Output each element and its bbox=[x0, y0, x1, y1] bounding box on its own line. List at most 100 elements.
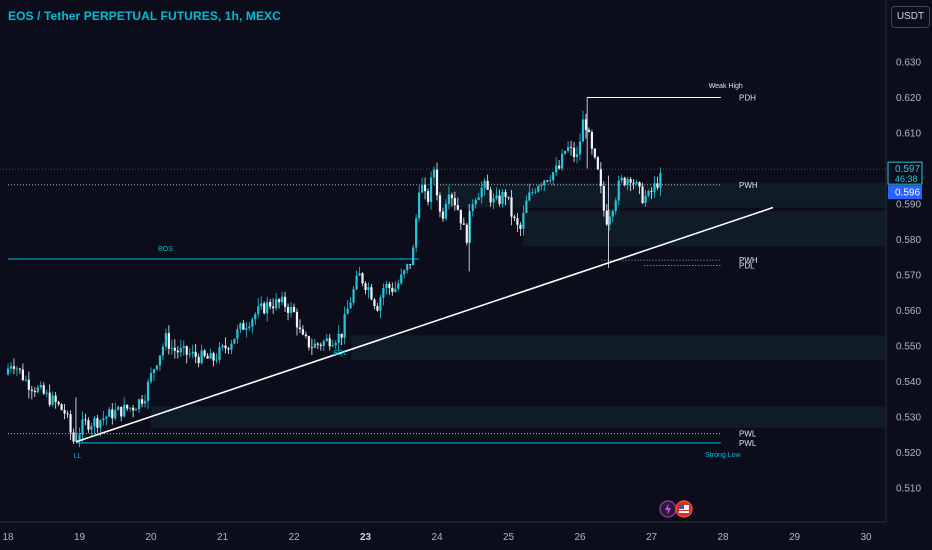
candle bbox=[656, 176, 659, 191]
candle bbox=[531, 188, 534, 196]
last-price-value: 0.597 bbox=[895, 164, 920, 175]
candle bbox=[283, 291, 287, 312]
candle bbox=[581, 110, 585, 142]
candle bbox=[638, 181, 641, 194]
candle bbox=[421, 177, 424, 194]
x-tick-label: 28 bbox=[717, 532, 729, 543]
time-axis[interactable]: 18 19 20 21 22 23 24 25 26 27 28 29 30 bbox=[0, 521, 886, 543]
candle bbox=[337, 325, 340, 351]
candle bbox=[200, 344, 203, 365]
lightning-icon[interactable] bbox=[659, 500, 677, 518]
bid-price-tag: 0.596 bbox=[888, 185, 922, 200]
candle bbox=[516, 213, 519, 233]
candle bbox=[519, 222, 522, 237]
candle bbox=[197, 353, 200, 368]
price-axis[interactable]: 0.6300.6200.6100.6000.5900.5800.5700.560… bbox=[885, 0, 932, 550]
candle bbox=[188, 348, 191, 359]
candle bbox=[48, 384, 51, 407]
candle bbox=[584, 113, 588, 139]
candle bbox=[316, 342, 319, 350]
x-tick-label: 30 bbox=[860, 532, 872, 543]
candle bbox=[558, 160, 561, 170]
candle bbox=[566, 141, 570, 153]
candle bbox=[608, 209, 611, 231]
candle bbox=[257, 297, 260, 318]
candle bbox=[84, 413, 87, 426]
trend-layer bbox=[75, 206, 774, 443]
candle bbox=[245, 321, 248, 338]
candle bbox=[468, 210, 471, 243]
trendline[interactable] bbox=[75, 206, 774, 443]
y-tick-label: 0.560 bbox=[896, 306, 921, 317]
price-axis-bg bbox=[886, 0, 932, 550]
candle bbox=[254, 312, 257, 325]
candle bbox=[233, 338, 236, 345]
candle bbox=[388, 281, 391, 295]
candle bbox=[394, 281, 397, 293]
candle bbox=[90, 422, 93, 436]
levels-layer bbox=[0, 97, 886, 444]
candle bbox=[614, 197, 617, 215]
x-tick-label: 24 bbox=[431, 532, 443, 543]
candle bbox=[170, 339, 173, 355]
candle bbox=[93, 415, 96, 435]
candle bbox=[340, 333, 343, 346]
candle bbox=[263, 301, 266, 315]
candle bbox=[286, 303, 290, 321]
candle bbox=[635, 180, 638, 185]
candle bbox=[218, 341, 221, 364]
candle bbox=[143, 394, 147, 408]
candle bbox=[117, 405, 120, 411]
y-tick-label: 0.620 bbox=[896, 93, 921, 104]
candle bbox=[438, 192, 442, 218]
candle bbox=[370, 284, 373, 301]
candle bbox=[561, 149, 564, 171]
candle bbox=[489, 186, 492, 207]
candle bbox=[522, 205, 525, 236]
candle bbox=[373, 298, 376, 310]
candle bbox=[203, 349, 206, 358]
candle bbox=[239, 322, 242, 333]
y-tick-label: 0.550 bbox=[896, 342, 921, 353]
y-tick-label: 0.580 bbox=[896, 235, 921, 246]
us-flag-icon[interactable] bbox=[675, 500, 693, 518]
candle bbox=[275, 292, 278, 311]
candle bbox=[552, 171, 555, 186]
candle bbox=[459, 209, 462, 231]
candle bbox=[135, 407, 138, 411]
candle bbox=[477, 192, 480, 201]
currency-button[interactable]: USDT bbox=[891, 6, 930, 28]
level-label-pwl2: PWL bbox=[739, 439, 757, 448]
y-tick-label: 0.540 bbox=[896, 377, 921, 388]
candle bbox=[123, 397, 126, 418]
candle bbox=[209, 348, 212, 359]
candle bbox=[191, 344, 194, 359]
candle bbox=[111, 403, 114, 425]
candle bbox=[146, 378, 150, 410]
candle bbox=[242, 319, 245, 331]
candle bbox=[230, 340, 233, 355]
candle bbox=[546, 180, 549, 183]
y-tick-label: 0.630 bbox=[896, 58, 921, 69]
candle bbox=[569, 140, 573, 156]
candle bbox=[319, 342, 322, 351]
candle bbox=[158, 355, 162, 371]
candle bbox=[161, 343, 165, 361]
candle bbox=[486, 174, 489, 190]
candle bbox=[435, 162, 439, 201]
candle bbox=[185, 345, 188, 364]
candle bbox=[272, 298, 275, 314]
candle bbox=[534, 188, 537, 195]
y-tick-label: 0.570 bbox=[896, 271, 921, 282]
x-tick-label: 25 bbox=[503, 532, 515, 543]
candle bbox=[367, 282, 370, 299]
candle bbox=[12, 358, 16, 375]
event-icons[interactable] bbox=[659, 500, 693, 518]
candle bbox=[510, 189, 513, 226]
candle bbox=[650, 187, 653, 199]
candle bbox=[251, 317, 254, 334]
candle bbox=[260, 296, 263, 310]
candle bbox=[596, 156, 599, 171]
